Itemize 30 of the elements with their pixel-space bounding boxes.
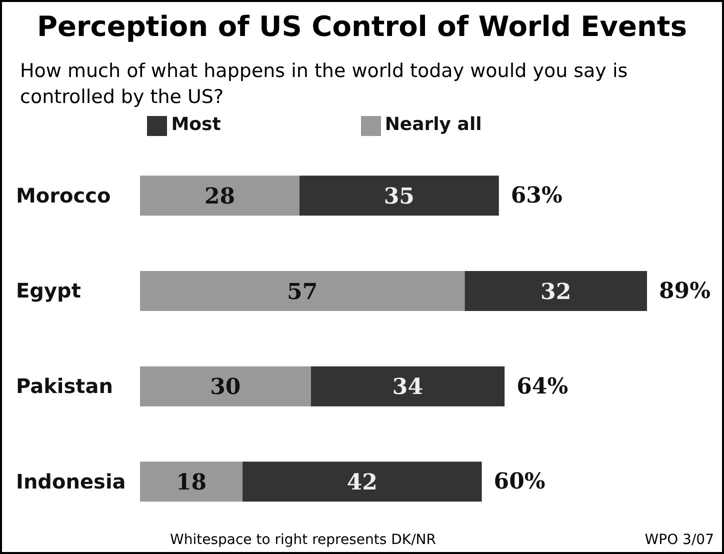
bar bbox=[300, 176, 499, 216]
data-label: 30 bbox=[210, 374, 241, 400]
total-label: 63% bbox=[510, 182, 563, 209]
data-label: 57 bbox=[287, 278, 318, 305]
bar bbox=[140, 366, 311, 406]
data-label: 42 bbox=[346, 469, 378, 496]
legend-label: Most bbox=[171, 114, 221, 135]
y-tick-label: Pakistan bbox=[16, 374, 113, 398]
bar bbox=[140, 176, 300, 216]
bar bbox=[242, 462, 482, 502]
data-label: 32 bbox=[540, 278, 572, 305]
total-label: 64% bbox=[516, 373, 568, 400]
data-label: 28 bbox=[204, 183, 236, 210]
y-tick-label: Indonesia bbox=[16, 469, 126, 494]
bar bbox=[140, 462, 243, 502]
text: Whitespace to right represents DK/NR bbox=[170, 532, 436, 548]
data-label: 35 bbox=[384, 183, 415, 210]
legend-label: Nearly all bbox=[384, 114, 482, 135]
text: WPO 3/07 bbox=[644, 532, 714, 548]
data-label: 18 bbox=[176, 469, 207, 496]
total-label: 60% bbox=[494, 468, 546, 495]
total-label: 89% bbox=[659, 278, 711, 304]
data-label: 34 bbox=[392, 374, 424, 400]
y-tick-label: Egypt bbox=[16, 278, 82, 303]
chart-subtitle: How much of what happens in the world today would you say is controlled by the US? bbox=[20, 59, 629, 110]
y-tick-label: Morocco bbox=[16, 183, 111, 208]
bar bbox=[464, 270, 647, 311]
chart-title: Perception of US Control of World Events bbox=[36, 10, 688, 43]
bar bbox=[140, 270, 465, 311]
bar bbox=[310, 366, 505, 406]
